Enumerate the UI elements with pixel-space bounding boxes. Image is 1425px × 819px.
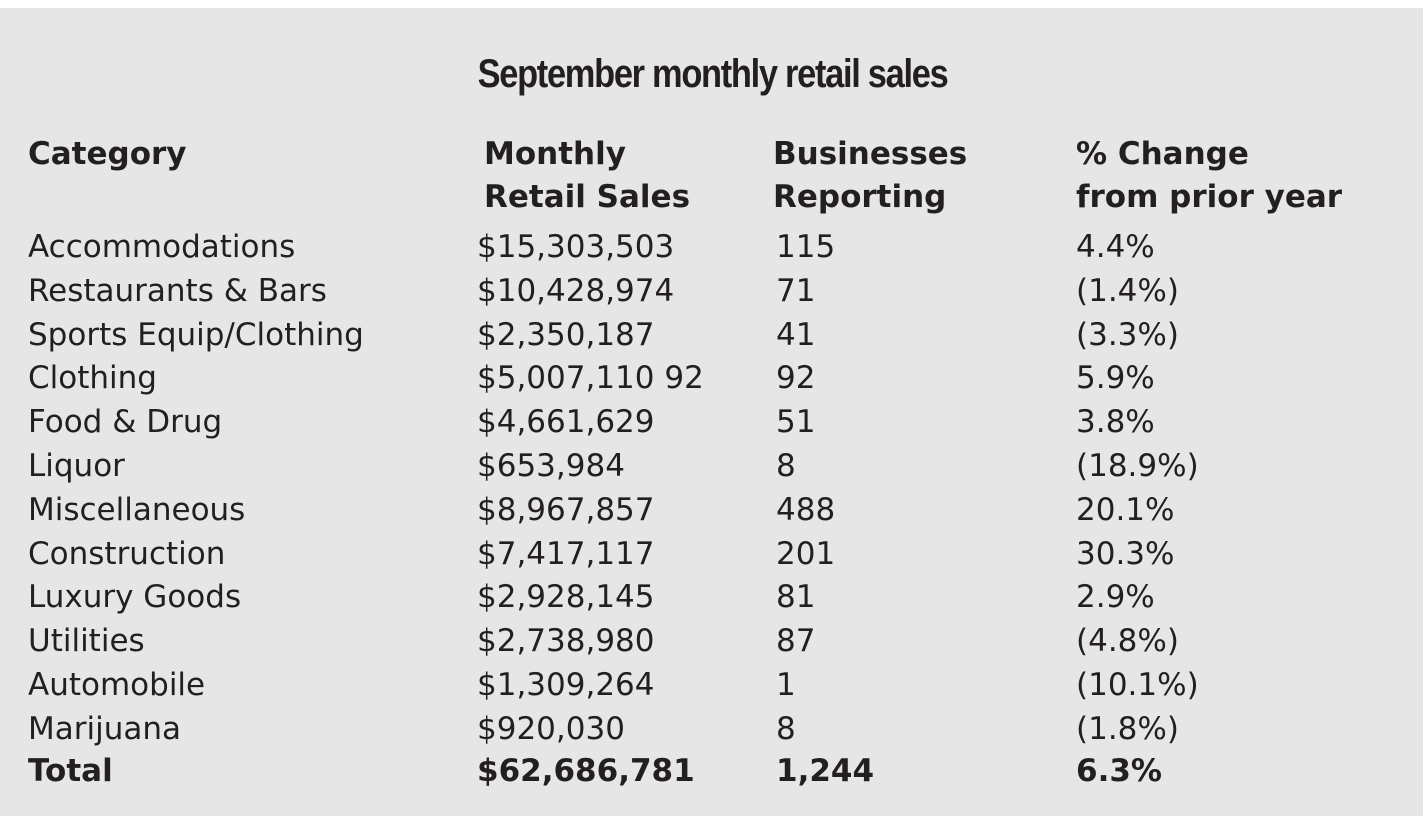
cell-category: Luxury Goods xyxy=(28,579,242,615)
cell-sales: $4,661,629 xyxy=(477,404,655,440)
table-title: September monthly retail sales xyxy=(477,52,949,96)
cell-change: (1.4%) xyxy=(1076,273,1179,309)
cell-sales: $10,428,974 xyxy=(477,273,675,309)
cell-sales: $15,303,503 xyxy=(477,229,675,265)
total-sales: $62,686,781 xyxy=(477,753,695,789)
cell-businesses: 1 xyxy=(776,667,796,703)
cell-category: Accommodations xyxy=(28,229,296,265)
cell-change: 20.1% xyxy=(1076,492,1175,528)
cell-category: Miscellaneous xyxy=(28,492,246,528)
header-category: Category xyxy=(28,136,187,172)
cell-businesses: 92 xyxy=(776,360,816,396)
cell-sales: $653,984 xyxy=(477,448,625,484)
cell-businesses: 81 xyxy=(776,579,816,615)
header-change-line1: % Change xyxy=(1076,136,1249,172)
cell-sales: $8,967,857 xyxy=(477,492,655,528)
total-businesses: 1,244 xyxy=(776,753,875,789)
cell-sales: $920,030 xyxy=(477,711,625,747)
cell-businesses: 201 xyxy=(776,536,836,572)
cell-sales: $5,007,110 92 xyxy=(477,360,704,396)
cell-change: 4.4% xyxy=(1076,229,1155,265)
cell-sales: $2,350,187 xyxy=(477,317,655,353)
header-sales-line1: Monthly xyxy=(484,136,626,172)
cell-change: (18.9%) xyxy=(1076,448,1199,484)
cell-change: 30.3% xyxy=(1076,536,1175,572)
cell-businesses: 41 xyxy=(776,317,816,353)
table-panel xyxy=(0,8,1423,816)
cell-sales: $2,928,145 xyxy=(477,579,655,615)
cell-category: Automobile xyxy=(28,667,206,703)
cell-change: 5.9% xyxy=(1076,360,1155,396)
total-category: Total xyxy=(28,753,113,789)
cell-category: Liquor xyxy=(28,448,125,484)
header-businesses-line1: Businesses xyxy=(773,136,968,172)
cell-sales: $1,309,264 xyxy=(477,667,655,703)
header-sales-line2: Retail Sales xyxy=(484,179,691,215)
header-change-line2: from prior year xyxy=(1076,179,1343,215)
cell-sales: $7,417,117 xyxy=(477,536,655,572)
cell-change: (10.1%) xyxy=(1076,667,1199,703)
cell-category: Food & Drug xyxy=(28,404,223,440)
cell-change: 3.8% xyxy=(1076,404,1155,440)
cell-businesses: 115 xyxy=(776,229,836,265)
cell-businesses: 87 xyxy=(776,623,816,659)
cell-sales: $2,738,980 xyxy=(477,623,655,659)
cell-change: (1.8%) xyxy=(1076,711,1179,747)
cell-change: (4.8%) xyxy=(1076,623,1179,659)
total-change: 6.3% xyxy=(1076,753,1162,789)
cell-change: 2.9% xyxy=(1076,579,1155,615)
cell-businesses: 71 xyxy=(776,273,816,309)
cell-businesses: 8 xyxy=(776,711,796,747)
cell-category: Sports Equip/Clothing xyxy=(28,317,364,353)
cell-businesses: 488 xyxy=(776,492,836,528)
header-businesses-line2: Reporting xyxy=(773,179,947,215)
cell-change: (3.3%) xyxy=(1076,317,1179,353)
cell-category: Construction xyxy=(28,536,226,572)
cell-category: Marijuana xyxy=(28,711,182,747)
cell-category: Utilities xyxy=(28,623,145,659)
cell-businesses: 8 xyxy=(776,448,796,484)
cell-businesses: 51 xyxy=(776,404,816,440)
cell-category: Restaurants & Bars xyxy=(28,273,327,309)
cell-category: Clothing xyxy=(28,360,157,396)
